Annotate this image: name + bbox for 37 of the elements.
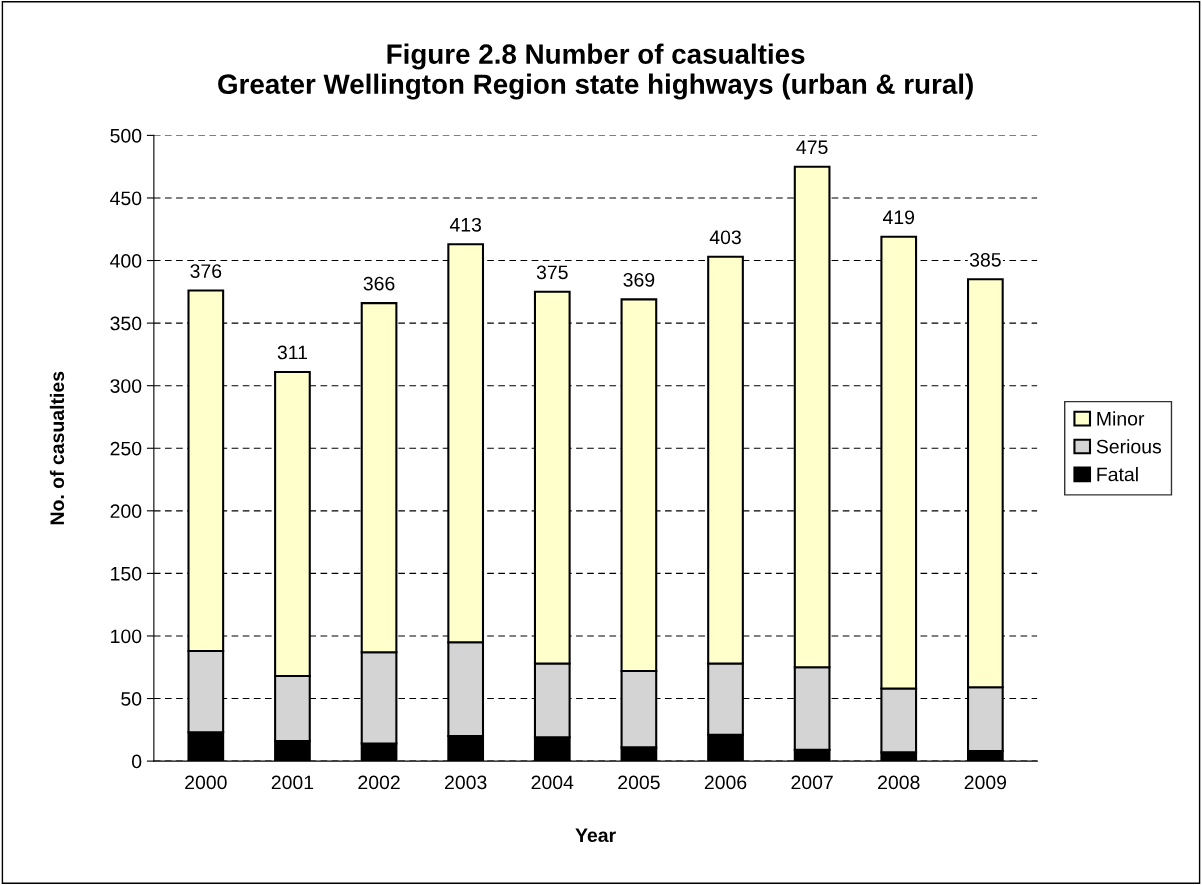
x-tick-label: 2002 [358,775,400,790]
x-tick-label: 2003 [445,775,487,790]
y-axis-title: No. of casualties [49,371,65,525]
y-tick-label: 300 [110,379,142,393]
total-label: 403 [709,230,741,245]
total-label: 475 [796,140,828,155]
y-tick-label: 400 [110,254,142,268]
legend-label: Minor [1097,411,1145,426]
legend-label: Fatal [1097,467,1138,482]
y-tick-label: 50 [121,692,142,706]
y-tick-label: 250 [110,441,142,456]
x-tick-label: 2007 [791,775,833,790]
y-tick-label: 350 [110,316,142,331]
x-tick-label: 2006 [704,775,747,790]
x-tick-label: 2009 [964,775,1007,790]
y-tick-label: 450 [110,191,142,206]
total-label: 369 [623,272,655,287]
y-tick-label: 0 [132,754,142,769]
total-label: 385 [969,252,1001,267]
chart-title: Figure 2.8 Number of casualties Greater Wellington Region state highways (urban & rural) [218,43,973,100]
y-tick-label: 200 [110,504,142,519]
x-tick-label: 2005 [618,775,660,790]
x-axis-title: Year [575,828,616,843]
y-tick-label: 150 [111,566,142,581]
x-tick-label: 2008 [878,775,920,790]
total-label: 376 [190,264,222,278]
total-label: 311 [277,345,307,360]
total-label: 366 [363,276,395,291]
total-label: 375 [536,265,568,280]
x-tick-label: 2000 [185,775,227,790]
total-label: 419 [882,210,915,225]
legend-label: Serious [1096,439,1162,454]
total-label: 413 [449,217,482,232]
y-tick-label: 500 [110,128,142,143]
y-tick-label: 100 [111,629,142,644]
x-tick-label: 2004 [531,775,574,790]
x-tick-label: 2001 [271,775,314,790]
